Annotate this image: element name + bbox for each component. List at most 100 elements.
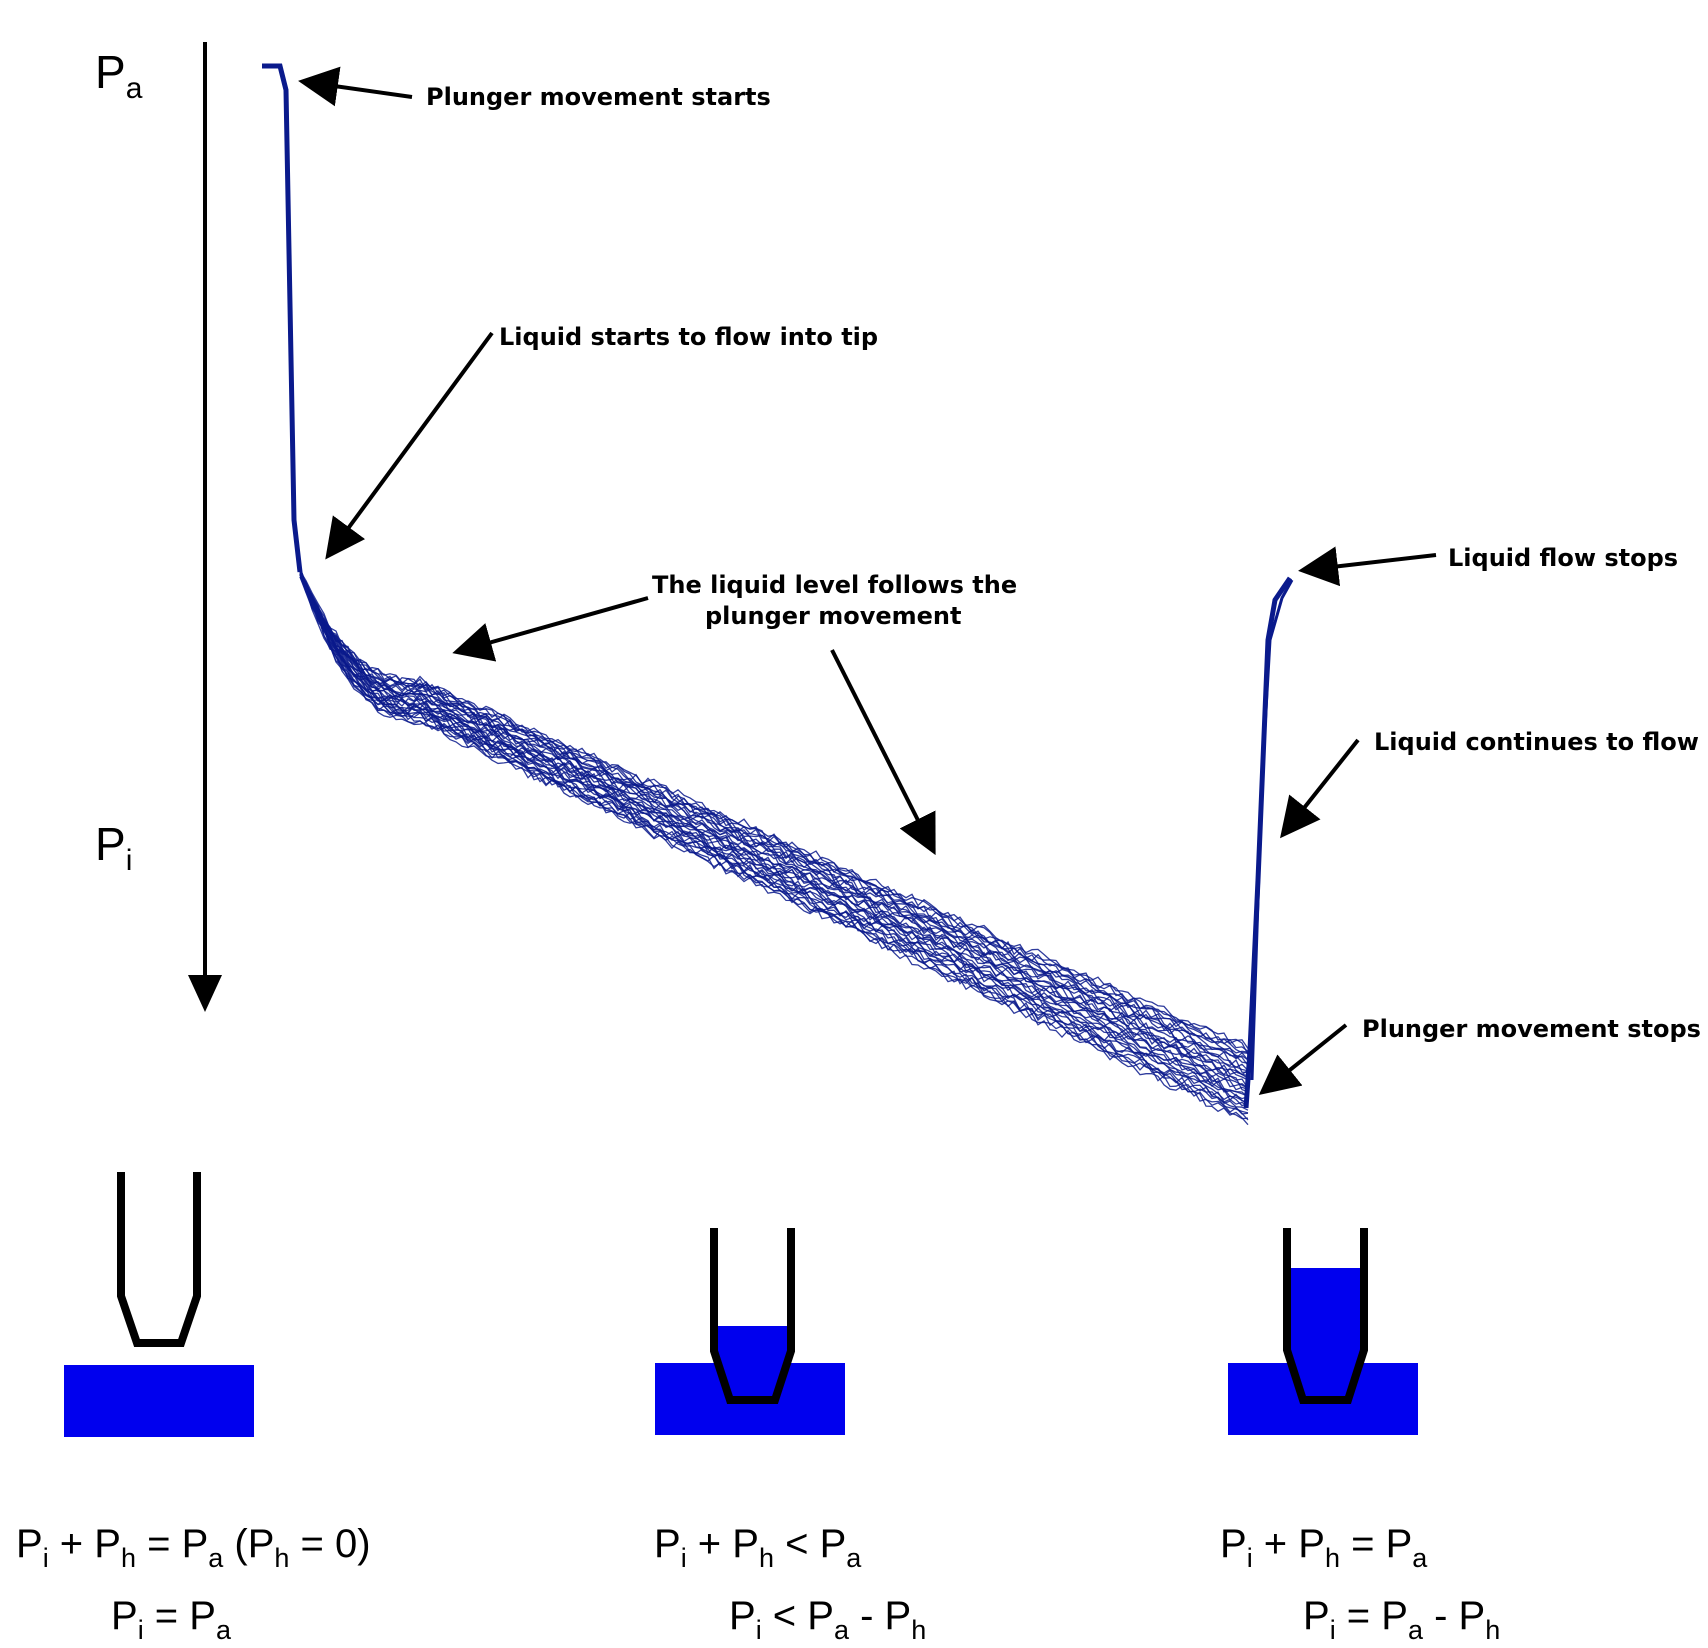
trace-repeat-line: [299, 576, 1249, 1121]
stage-1-tip: [117, 1172, 201, 1347]
stage-1-illustration: [64, 1172, 254, 1437]
equation-subscript: a: [216, 1615, 232, 1645]
trace-repeat-line: [299, 573, 1249, 1107]
label-liquid-follows-2: plunger movement: [705, 602, 962, 630]
equations: Pi + Ph = Pa (Ph = 0) Pi = Pa Pi + Ph < …: [16, 1522, 1500, 1645]
axis-label-pi: Pi: [95, 818, 132, 877]
stage-1-equation-2: Pi = Pa: [111, 1594, 232, 1645]
trace-repeat-line: [299, 574, 1249, 1077]
trace-repeat-line: [299, 567, 1249, 1093]
pressure-trace: [262, 63, 1294, 1126]
equation-subscript: h: [121, 1543, 136, 1573]
trace-repeat-line: [299, 566, 1249, 1089]
stage-1-reservoir: [64, 1365, 254, 1437]
trace-initial-drop: [262, 63, 303, 573]
label-plunger-stops: Plunger movement stops: [1362, 1015, 1701, 1043]
equation-text: = 0): [289, 1522, 370, 1566]
arrow-liquid-follows-left: [452, 596, 649, 662]
trace-repeat-line: [299, 574, 1249, 1052]
equation-text: + P: [1253, 1522, 1325, 1566]
equation-text: = P: [136, 1522, 208, 1566]
equation-text: < P: [762, 1594, 834, 1638]
equation-subscript: i: [138, 1615, 144, 1645]
equation-subscript: i: [681, 1543, 687, 1573]
trace-repeat-line: [299, 571, 1249, 1064]
label-continues: Liquid continues to flow: [1374, 728, 1699, 756]
equation-text: + P: [687, 1522, 759, 1566]
label-liquid-follows-1: The liquid level follows the: [652, 571, 1017, 599]
arrow-continues: [1280, 738, 1360, 839]
stage-2-equation-2: Pi < Pa - Ph: [729, 1594, 926, 1645]
equation-subscript: a: [1412, 1543, 1428, 1573]
arrow-plunger-starts: [298, 66, 413, 107]
equation-subscript: h: [274, 1543, 289, 1573]
equation-subscript: a: [1408, 1615, 1424, 1645]
equation-subscript: a: [208, 1543, 224, 1573]
equation-subscript: a: [834, 1615, 850, 1645]
axis-label-pi-base: P: [95, 818, 126, 870]
trace-final-rise-secondary: [1250, 579, 1294, 1081]
equation-text: P: [111, 1594, 138, 1638]
axis-label-pa-base: P: [95, 46, 126, 98]
axis-label-pa-sub: a: [126, 72, 143, 105]
trace-repeat-line: [299, 576, 1249, 1072]
trace-repeat-line: [299, 567, 1249, 1055]
stage-3-equation-1: Pi + Ph = Pa: [1220, 1522, 1428, 1573]
stage-3-illustration: [1228, 1228, 1418, 1435]
trace-repeat-line: [299, 574, 1249, 1089]
equation-text: P: [654, 1522, 681, 1566]
stage-3-equation-2: Pi = Pa - Ph: [1303, 1594, 1500, 1645]
equation-subscript: i: [756, 1615, 762, 1645]
label-flow-stops: Liquid flow stops: [1448, 544, 1678, 572]
equation-subscript: h: [1325, 1543, 1340, 1573]
stage-2-liquid-in-tip: [716, 1326, 789, 1398]
arrow-liquid-follows-down: [830, 649, 936, 856]
equation-text: - P: [849, 1594, 911, 1638]
stage-2-illustration: [655, 1228, 845, 1435]
trace-repeat-line: [299, 567, 1249, 1126]
equation-text: - P: [1423, 1594, 1485, 1638]
equation-text: = P: [144, 1594, 216, 1638]
stage-3-tip: [1283, 1228, 1368, 1404]
stage-2-tip: [710, 1228, 795, 1404]
trace-repeat-line: [299, 574, 1249, 1114]
label-plunger-starts: Plunger movement starts: [426, 83, 771, 111]
equation-text: P: [1303, 1594, 1330, 1638]
equation-subscript: i: [1330, 1615, 1336, 1645]
equation-text: P: [16, 1522, 43, 1566]
equation-text: (P: [223, 1522, 274, 1566]
arrow-plunger-stops: [1258, 1023, 1348, 1096]
trace-repeat-line: [299, 567, 1249, 1054]
trace-repeat-line: [299, 570, 1249, 1111]
axis-label-pa: Pa: [95, 46, 143, 105]
equation-subscript: i: [1247, 1543, 1253, 1573]
equation-text: = P: [1336, 1594, 1408, 1638]
trace-repeat-line: [299, 568, 1249, 1091]
trace-repeat-line: [299, 573, 1249, 1097]
trace-repeat-line: [299, 573, 1249, 1074]
equation-text: = P: [1340, 1522, 1412, 1566]
annotation-labels: Plunger movement starts Liquid starts to…: [426, 83, 1701, 1043]
equation-subscript: h: [759, 1543, 774, 1573]
equation-text: P: [1220, 1522, 1247, 1566]
stage-2-equation-1: Pi + Ph < Pa: [654, 1522, 862, 1573]
axis-label-pi-sub: i: [126, 844, 133, 877]
pressure-axis-arrowhead: [188, 975, 222, 1012]
trace-repeat-line: [299, 569, 1249, 1071]
trace-repeat-line: [299, 571, 1249, 1120]
trace-repeat-line: [299, 567, 1249, 1089]
arrow-flow-stops: [1298, 546, 1437, 587]
trace-repeat-line: [299, 570, 1249, 1055]
annotation-arrows: [298, 66, 1437, 1096]
trace-repeat-line: [299, 576, 1249, 1081]
equation-text: < P: [774, 1522, 846, 1566]
label-liquid-starts: Liquid starts to flow into tip: [499, 323, 878, 351]
stage-1-equation-1: Pi + Ph = Pa (Ph = 0): [16, 1522, 371, 1573]
stage-3-liquid-in-tip: [1290, 1268, 1362, 1398]
trace-repeat-line: [299, 573, 1249, 1049]
equation-subscript: a: [846, 1543, 862, 1573]
arrow-liquid-starts: [325, 331, 494, 560]
equation-subscript: i: [43, 1543, 49, 1573]
equation-text: P: [729, 1594, 756, 1638]
